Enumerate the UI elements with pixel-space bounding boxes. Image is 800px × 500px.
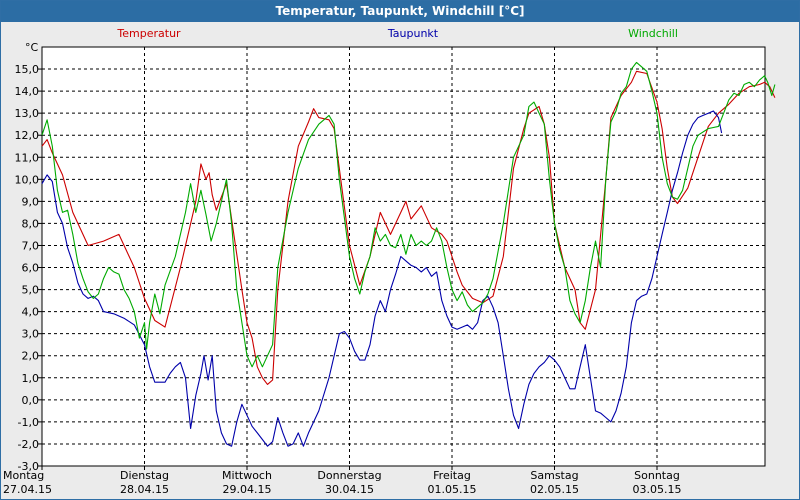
temperature-chart: -3,0 -2,0 -1,0 0,0 1,0 2,0 3,0 4,0 5,0 6,0 7,0 8,0 9… [3, 27, 776, 496]
y-tick-label: 1,0 [22, 372, 40, 385]
x-tick-date: 03.05.15 [633, 483, 682, 496]
series-line-windchill [41, 61, 776, 368]
x-tick-day: Mittwoch [222, 469, 272, 482]
y-tick-label: 2,0 [22, 350, 40, 363]
x-tick-day: Samstag [530, 469, 578, 482]
y-tick-label: -1,0 [18, 416, 39, 429]
y-tick-label: 8,0 [22, 217, 40, 230]
x-tick-day: Freitag [433, 469, 471, 482]
y-tick-label: 6,0 [22, 262, 40, 275]
x-tick-day: Montag [3, 469, 44, 482]
y-tick-label: 0,0 [22, 394, 40, 407]
x-tick-date: 29.04.15 [223, 483, 272, 496]
x-tick-date: 01.05.15 [428, 483, 477, 496]
y-tick-label: 10,0 [15, 173, 40, 186]
plot-area [41, 46, 766, 467]
y-tick-label: 5,0 [22, 284, 40, 297]
x-tick-date: 30.04.15 [325, 483, 374, 496]
y-tick-label: 13,0 [15, 107, 40, 120]
y-axis-ticks: -3,0 -2,0 -1,0 0,0 1,0 2,0 3,0 4,0 5,0 6,0 7,0 8,0 9… [15, 63, 42, 473]
y-tick-label: 3,0 [22, 328, 40, 341]
y-axis-unit-label: °C [25, 41, 39, 54]
y-tick-label: 7,0 [22, 239, 40, 252]
legend-item-windchill: Windchill [628, 27, 678, 40]
x-tick-date: 27.04.15 [3, 483, 52, 496]
chart-title: Temperatur, Taupunkt, Windchill [°C] [1, 1, 799, 22]
y-tick-label: 4,0 [22, 306, 40, 319]
legend: Temperatur Taupunkt Windchill [116, 27, 678, 40]
y-tick-label: -2,0 [18, 438, 39, 451]
legend-item-taupunkt: Taupunkt [387, 27, 439, 40]
x-tick-date: 28.04.15 [120, 483, 169, 496]
series-lines [41, 61, 776, 447]
y-tick-label: -3,0 [18, 460, 39, 473]
series-line-temperatur [41, 70, 776, 385]
series-line-taupunkt [41, 110, 723, 447]
x-tick-day: Donnerstag [317, 469, 381, 482]
y-tick-label: 12,0 [15, 129, 40, 142]
y-tick-label: 15,0 [15, 63, 40, 76]
x-tick-day: Dienstag [120, 469, 169, 482]
y-tick-label: 11,0 [15, 151, 40, 164]
x-tick-day: Sonntag [634, 469, 680, 482]
y-tick-label: 9,0 [22, 195, 40, 208]
legend-item-temperatur: Temperatur [116, 27, 181, 40]
y-tick-label: 14,0 [15, 85, 40, 98]
x-tick-date: 02.05.15 [530, 483, 579, 496]
